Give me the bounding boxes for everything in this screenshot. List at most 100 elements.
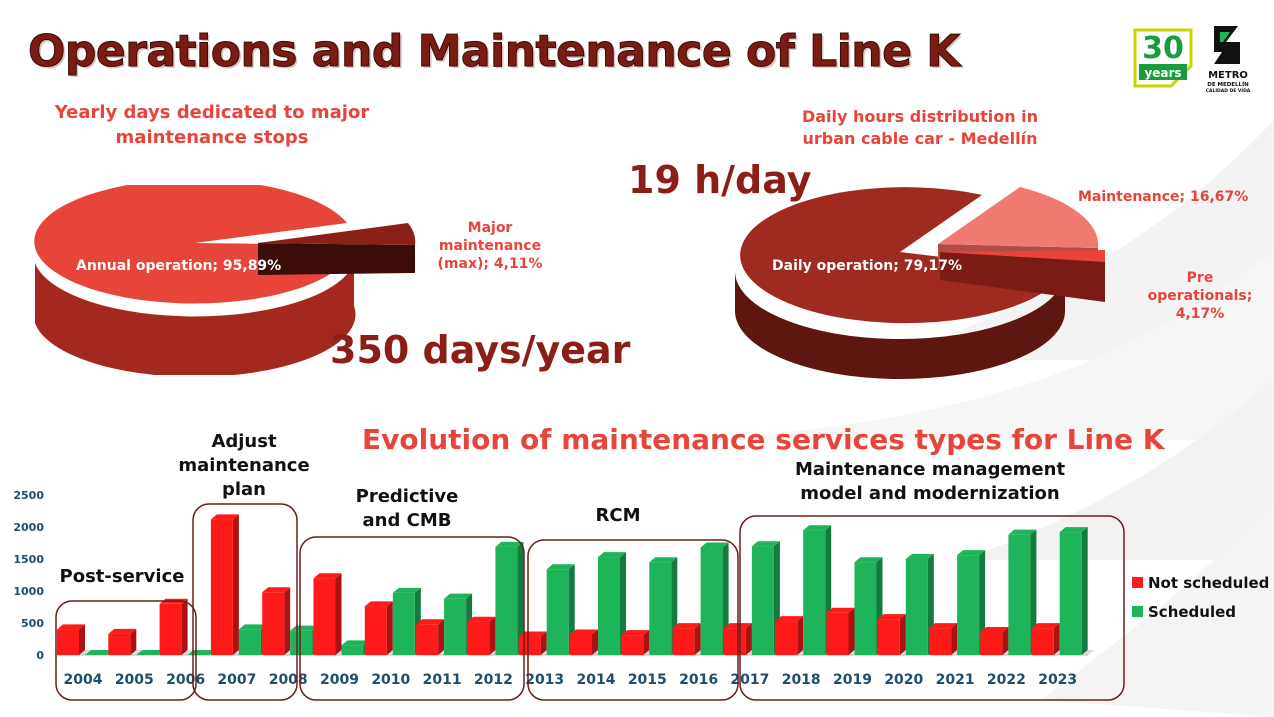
y-tick-label: 2000	[13, 521, 44, 534]
bar-not-scheduled-2015	[621, 635, 644, 655]
pie2-slice-daily-operation	[740, 187, 1065, 324]
bar-not-scheduled-2013	[518, 636, 541, 655]
x-tick-label-2011: 2011	[423, 672, 462, 688]
bar-not-scheduled-2014-side	[592, 629, 598, 655]
logo-anniversary-word: years	[1144, 66, 1181, 80]
y-tick-label: 500	[21, 617, 44, 630]
bar-not-scheduled-2009	[313, 578, 336, 655]
phase-frame-predictive	[299, 536, 525, 701]
bar-chart-title: Evolution of maintenance services types …	[362, 423, 1165, 456]
y-tick-label: 0	[36, 649, 44, 662]
bar-legend: Not scheduled Scheduled	[1132, 568, 1269, 626]
bar-not-scheduled-2023-top	[1031, 623, 1060, 629]
x-tick-label-2014: 2014	[577, 672, 616, 688]
pie1-label-major-maintenance: Major maintenance (max); 4,11%	[437, 220, 543, 272]
bar-scheduled-2010	[392, 592, 415, 655]
pie2-slice-maintenance	[938, 187, 1099, 248]
phase-frame-rcm	[527, 539, 739, 701]
bar-not-scheduled-2005-side	[130, 628, 137, 655]
x-tick-label-2007: 2007	[217, 672, 256, 688]
pie2-label-maintenance: Maintenance; 16,67%	[1078, 189, 1249, 205]
x-tick-label-2009: 2009	[320, 672, 359, 688]
bar-scheduled-2022	[1008, 534, 1031, 655]
bar-scheduled-2023-top	[1059, 527, 1088, 533]
bar-scheduled-2011-top	[444, 593, 473, 599]
bar-scheduled-2016-top	[700, 542, 729, 548]
bar-scheduled-2005	[136, 650, 165, 655]
bar-not-scheduled-2011	[416, 624, 439, 655]
bar-not-scheduled-2013-side	[540, 631, 547, 655]
x-tick-label-2021: 2021	[936, 672, 975, 688]
bar-scheduled-2020-top	[905, 554, 934, 559]
pie2-label-pre-operationals: Pre operationals; 4,17%	[1147, 270, 1253, 322]
pie1-label-annual-operation: Annual operation; 95,89%	[76, 258, 282, 274]
bar-not-scheduled-2010-side	[386, 601, 393, 655]
bar-scheduled-2011	[444, 598, 467, 655]
pie1-side-major-maintenance	[258, 243, 415, 275]
phase-label-modernization: Maintenance management model and moderniz…	[794, 459, 1066, 504]
legend-item-scheduled: Scheduled	[1132, 597, 1269, 626]
bar-scheduled-2021-side	[979, 550, 986, 655]
bar-not-scheduled-2010-top	[364, 601, 393, 607]
bar-scheduled-2022-top	[1008, 529, 1037, 535]
bar-scheduled-2015-top	[649, 557, 678, 563]
bar-scheduled-2016	[700, 547, 723, 655]
bar-scheduled-2023	[1059, 532, 1082, 655]
bar-scheduled-2013	[546, 569, 569, 655]
bar-not-scheduled-2021	[929, 628, 952, 655]
phase-frame-modernization	[739, 515, 1125, 701]
logo-anniversary-number: 30	[1142, 31, 1184, 66]
phase-frame-post-service	[55, 600, 197, 701]
bar-not-scheduled-2004	[57, 629, 79, 655]
pie2-side-pre-operationals	[940, 252, 1105, 302]
pie1-side-annual-operation	[35, 245, 356, 375]
x-tick-label-2017: 2017	[730, 672, 769, 688]
bar-scheduled-2019-top	[854, 557, 883, 563]
bar-scheduled-2018-top	[803, 525, 832, 531]
bar-not-scheduled-2022-top	[980, 626, 1009, 632]
logo-metro-tagline: CALIDAD DE VIDA	[1205, 89, 1251, 94]
x-tick-label-2015: 2015	[628, 672, 667, 688]
x-tick-label-2022: 2022	[987, 672, 1026, 688]
legend-item-not-scheduled: Not scheduled	[1132, 568, 1269, 597]
bar-not-scheduled-2016	[672, 628, 695, 655]
x-tick-label-2008: 2008	[269, 672, 308, 688]
pie2-slice-pre-operationals	[940, 250, 1105, 262]
bar-not-scheduled-2018	[775, 621, 798, 655]
bar-not-scheduled-2005-top	[108, 628, 137, 634]
bar-not-scheduled-2007-top	[210, 514, 239, 520]
bar-not-scheduled-2020-side	[899, 614, 906, 655]
bar-scheduled-2012-top	[495, 541, 524, 547]
bar-not-scheduled-2014	[570, 634, 592, 655]
bar-not-scheduled-2023	[1031, 628, 1054, 655]
pie2-label-daily-operation: Daily operation; 79,17%	[772, 258, 963, 274]
bar-not-scheduled-2019	[826, 612, 849, 655]
bar-not-scheduled-2015-top	[621, 630, 650, 636]
bar-scheduled-2007	[238, 629, 261, 655]
bar-scheduled-2012	[495, 546, 518, 655]
bar-not-scheduled-2020	[877, 619, 900, 655]
bar-scheduled-2014	[598, 557, 620, 655]
bar-not-scheduled-2019-top	[826, 607, 855, 613]
bar-not-scheduled-2008-side	[284, 587, 291, 655]
x-tick-label-2005: 2005	[115, 672, 154, 688]
bar-not-scheduled-2022	[980, 631, 1003, 655]
x-tick-label-2020: 2020	[884, 672, 923, 688]
pie1-annotation: 350 days/year	[330, 328, 631, 372]
pie1-title: Yearly days dedicated to major maintenan…	[54, 102, 370, 148]
bar-scheduled-2021-top	[957, 550, 986, 556]
x-tick-label-2023: 2023	[1038, 672, 1077, 688]
x-tick-label-2018: 2018	[782, 672, 821, 688]
phase-label-predictive: Predictive and CMB	[355, 486, 459, 531]
bar-not-scheduled-2006-side	[181, 598, 188, 655]
bar-not-scheduled-2011-side	[438, 619, 445, 655]
bar-scheduled-2022-side	[1030, 529, 1037, 655]
bar-scheduled-2006	[187, 650, 216, 655]
metro-de-medellin-logo: METRO DE MEDELLÍN CALIDAD DE VIDA	[1204, 22, 1252, 96]
legend-swatch-not-scheduled	[1132, 577, 1143, 588]
pie2-title: Daily hours distribution in urban cable …	[801, 107, 1039, 148]
bar-scheduled-2012-side	[517, 541, 524, 655]
bar-not-scheduled-2004-top	[57, 624, 85, 630]
